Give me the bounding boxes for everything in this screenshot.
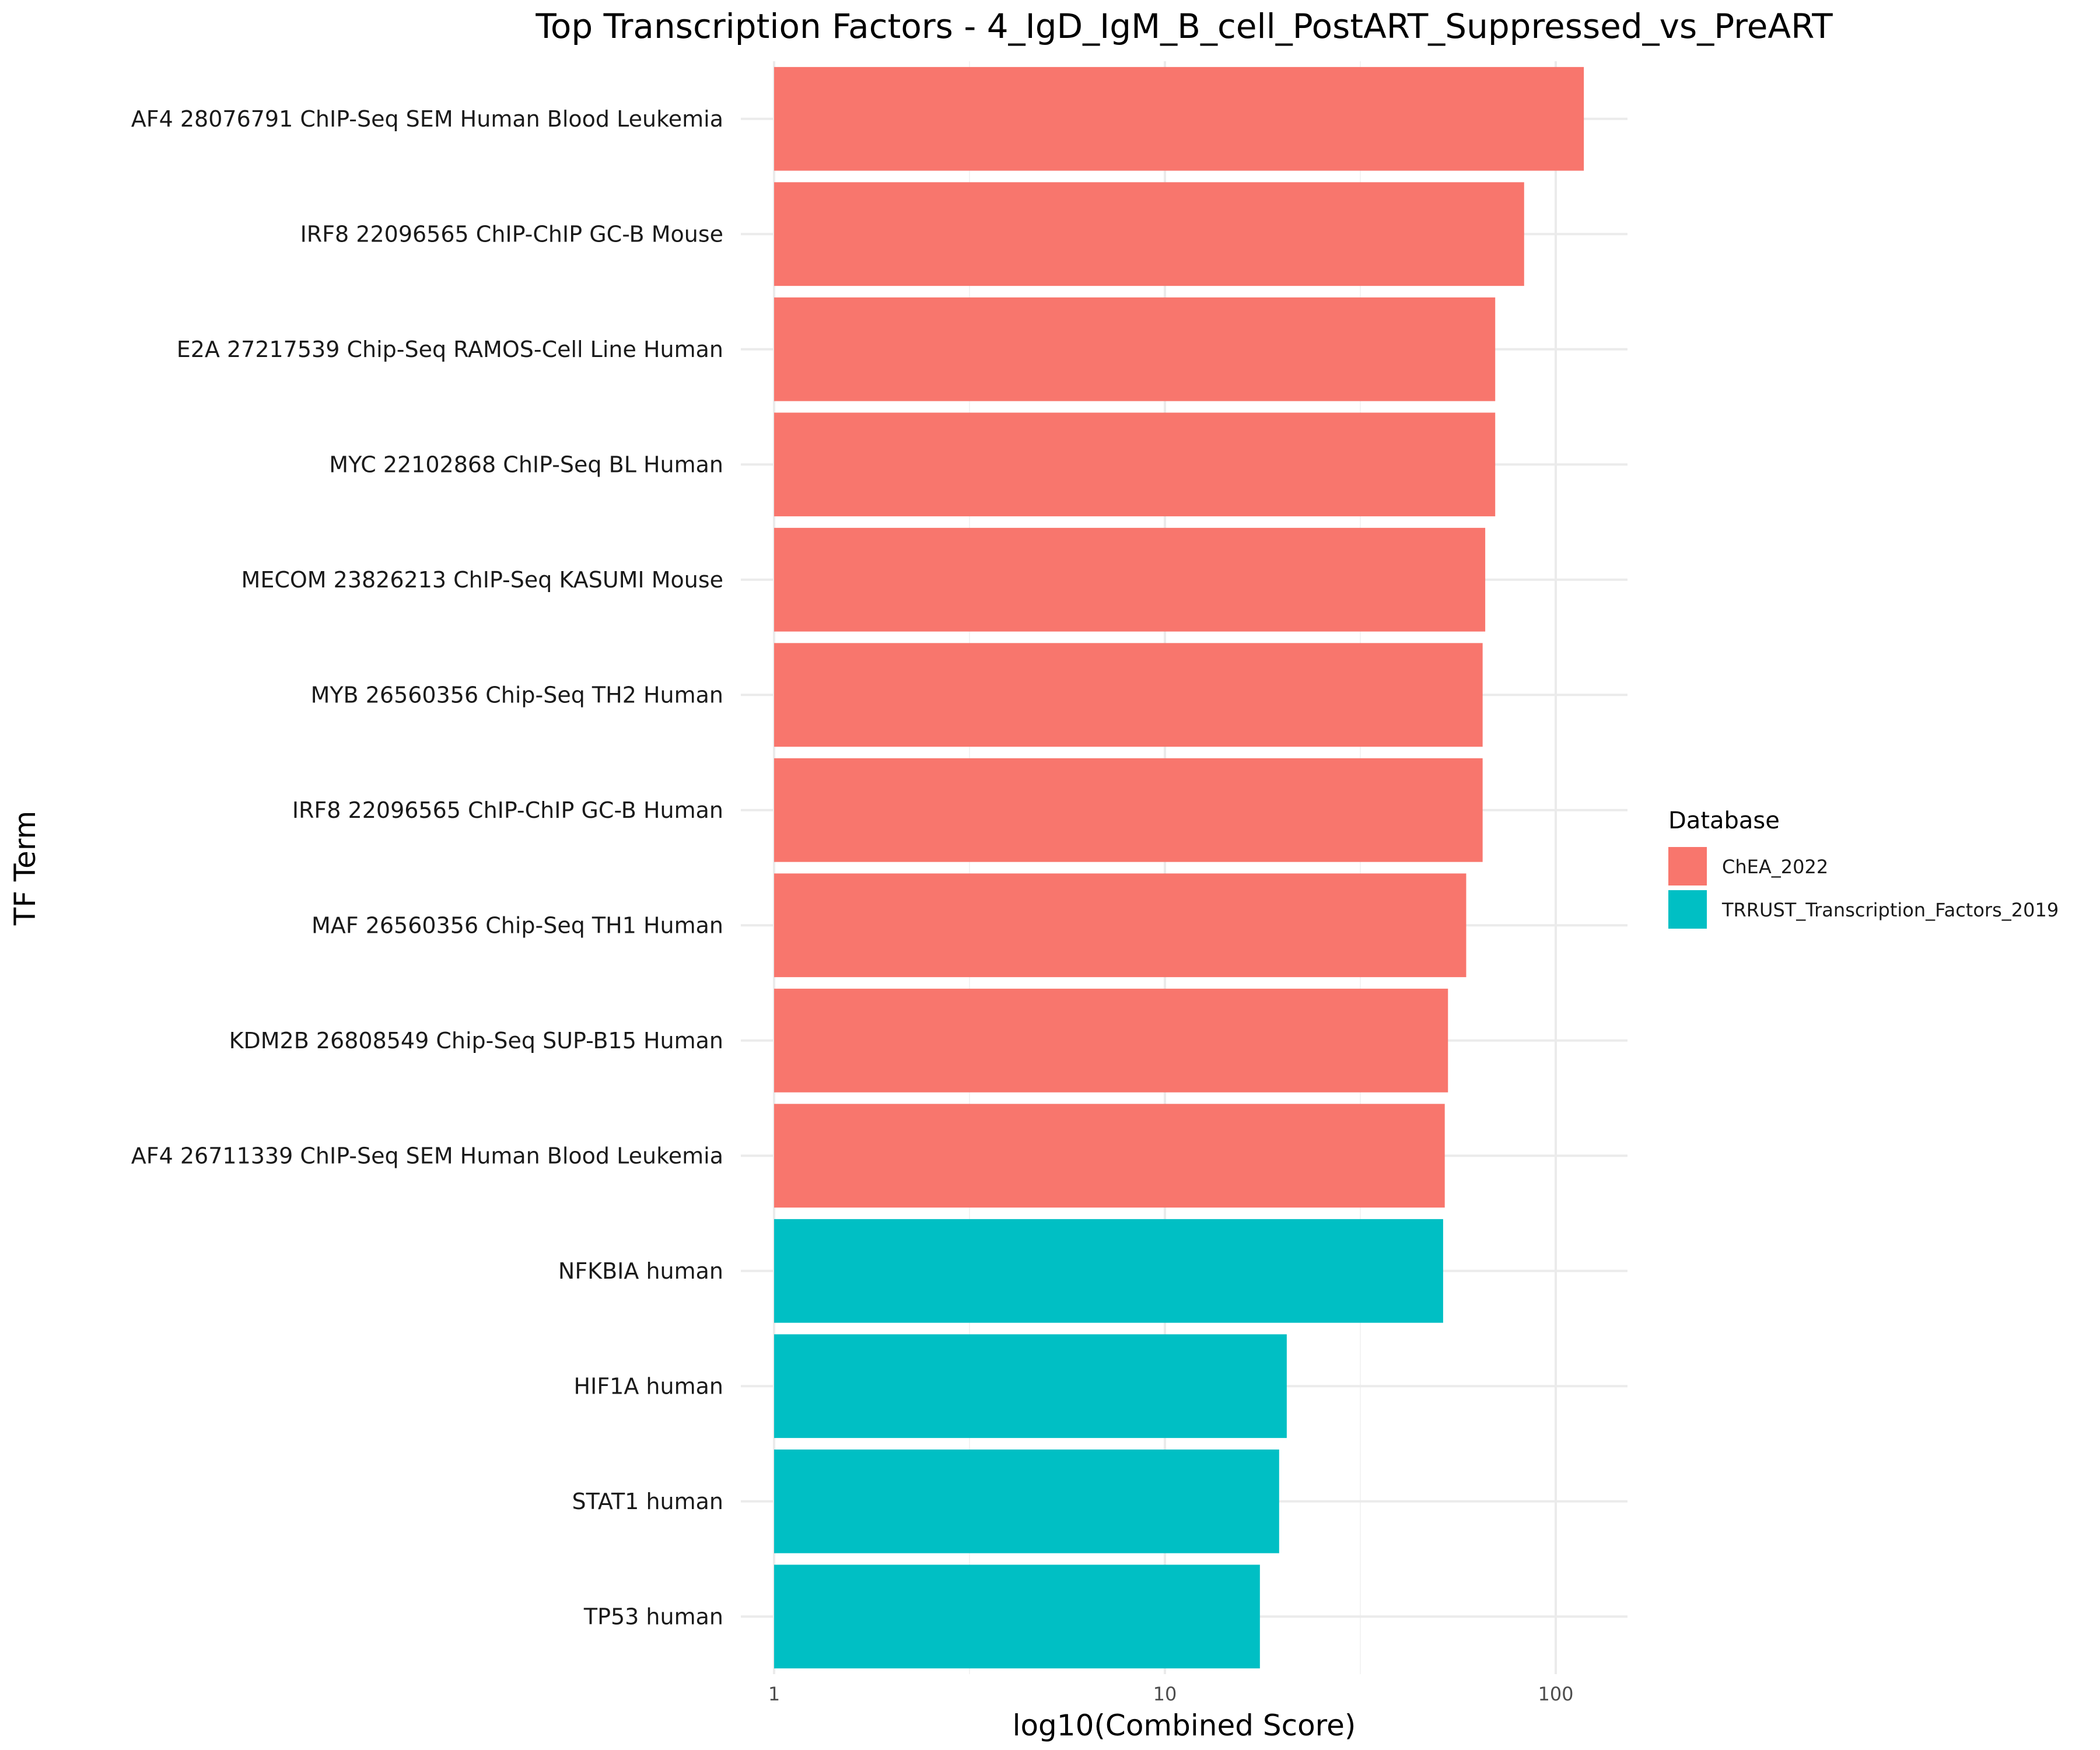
bar bbox=[774, 758, 1483, 862]
bar bbox=[774, 1219, 1443, 1323]
y-tick-labels: AF4 28076791 ChIP-Seq SEM Human Blood Le… bbox=[131, 106, 723, 1630]
x-axis-title: log10(Combined Score) bbox=[1013, 1709, 1356, 1742]
legend-title: Database bbox=[1668, 807, 1780, 834]
x-tick-label: 1 bbox=[768, 1683, 780, 1705]
bar bbox=[774, 643, 1483, 747]
y-axis-title: TF Term bbox=[8, 811, 42, 926]
x-tick-labels: 1 10 100 bbox=[768, 1683, 1574, 1705]
y-tick-label: E2A 27217539 Chip-Seq RAMOS-Cell Line Hu… bbox=[177, 337, 723, 362]
y-tick-label: IRF8 22096565 ChIP-ChIP GC-B Mouse bbox=[300, 221, 723, 247]
bar bbox=[774, 1564, 1260, 1669]
y-tick-label: MYC 22102868 ChIP-Seq BL Human bbox=[329, 452, 723, 477]
x-tick-label: 100 bbox=[1538, 1683, 1573, 1705]
y-tick-label: NFKBIA human bbox=[558, 1258, 723, 1284]
y-tick-label: STAT1 human bbox=[572, 1489, 723, 1514]
x-tick-label: 10 bbox=[1153, 1683, 1177, 1705]
y-tick-label: AF4 26711339 ChIP-Seq SEM Human Blood Le… bbox=[131, 1143, 723, 1168]
bar bbox=[774, 412, 1496, 517]
chart-title: Top Transcription Factors - 4_IgD_IgM_B_… bbox=[535, 6, 1833, 46]
y-tick-label: KDM2B 26808549 Chip-Seq SUP-B15 Human bbox=[229, 1028, 723, 1054]
bar bbox=[774, 1449, 1279, 1553]
y-tick-label: MYB 26560356 Chip-Seq TH2 Human bbox=[311, 682, 723, 708]
y-tick-label: TP53 human bbox=[583, 1604, 723, 1629]
bars bbox=[774, 66, 1584, 1669]
y-tick-label: IRF8 22096565 ChIP-ChIP GC-B Human bbox=[292, 797, 723, 823]
y-tick-label: MAF 26560356 Chip-Seq TH1 Human bbox=[312, 912, 723, 938]
bar bbox=[774, 1334, 1287, 1438]
bar bbox=[774, 988, 1448, 1093]
y-tick-label: MECOM 23826213 ChIP-Seq KASUMI Mouse bbox=[242, 567, 723, 593]
legend-label-trrust: TRRUST_Transcription_Factors_2019 bbox=[1721, 899, 2059, 921]
legend-label-chea: ChEA_2022 bbox=[1722, 856, 1828, 878]
legend: Database ChEA_2022 TRRUST_Transcription_… bbox=[1668, 807, 2059, 929]
bar bbox=[774, 873, 1466, 978]
y-tick-label: AF4 28076791 ChIP-Seq SEM Human Blood Le… bbox=[131, 106, 723, 132]
bar bbox=[774, 66, 1584, 171]
legend-key-chea bbox=[1668, 847, 1707, 886]
bar bbox=[774, 182, 1524, 286]
legend-key-trrust bbox=[1668, 890, 1707, 929]
bar bbox=[774, 1104, 1445, 1208]
y-tick-label: HIF1A human bbox=[574, 1373, 723, 1399]
bar bbox=[774, 297, 1496, 401]
bar bbox=[774, 527, 1486, 632]
